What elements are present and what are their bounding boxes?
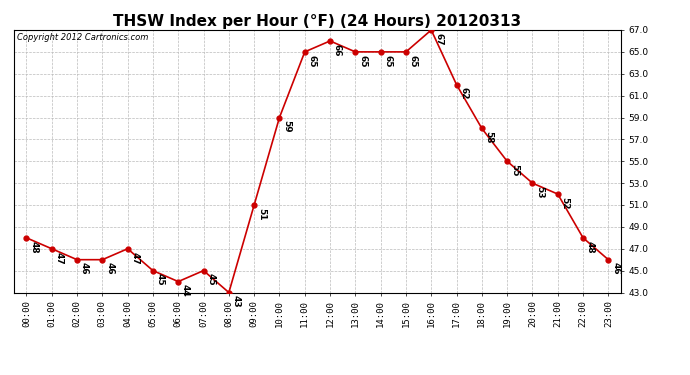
Text: 46: 46 (105, 262, 114, 275)
Text: 66: 66 (333, 44, 342, 56)
Text: 44: 44 (181, 284, 190, 297)
Text: 65: 65 (308, 55, 317, 67)
Text: 45: 45 (206, 273, 215, 286)
Text: 48: 48 (29, 241, 38, 253)
Text: 46: 46 (80, 262, 89, 275)
Text: Copyright 2012 Cartronics.com: Copyright 2012 Cartronics.com (17, 33, 148, 42)
Text: 65: 65 (408, 55, 417, 67)
Text: 43: 43 (232, 295, 241, 308)
Text: 65: 65 (384, 55, 393, 67)
Text: 51: 51 (257, 208, 266, 220)
Text: 59: 59 (282, 120, 291, 133)
Text: 62: 62 (460, 87, 469, 100)
Text: 45: 45 (156, 273, 165, 286)
Text: 47: 47 (55, 252, 63, 264)
Text: 53: 53 (535, 186, 544, 198)
Text: 67: 67 (434, 33, 443, 45)
Text: 65: 65 (358, 55, 367, 67)
Text: 55: 55 (510, 164, 519, 177)
Text: 47: 47 (130, 252, 139, 264)
Text: 48: 48 (586, 241, 595, 253)
Text: 46: 46 (611, 262, 620, 275)
Text: 52: 52 (560, 197, 569, 209)
Text: 58: 58 (484, 131, 493, 144)
Title: THSW Index per Hour (°F) (24 Hours) 20120313: THSW Index per Hour (°F) (24 Hours) 2012… (113, 14, 522, 29)
